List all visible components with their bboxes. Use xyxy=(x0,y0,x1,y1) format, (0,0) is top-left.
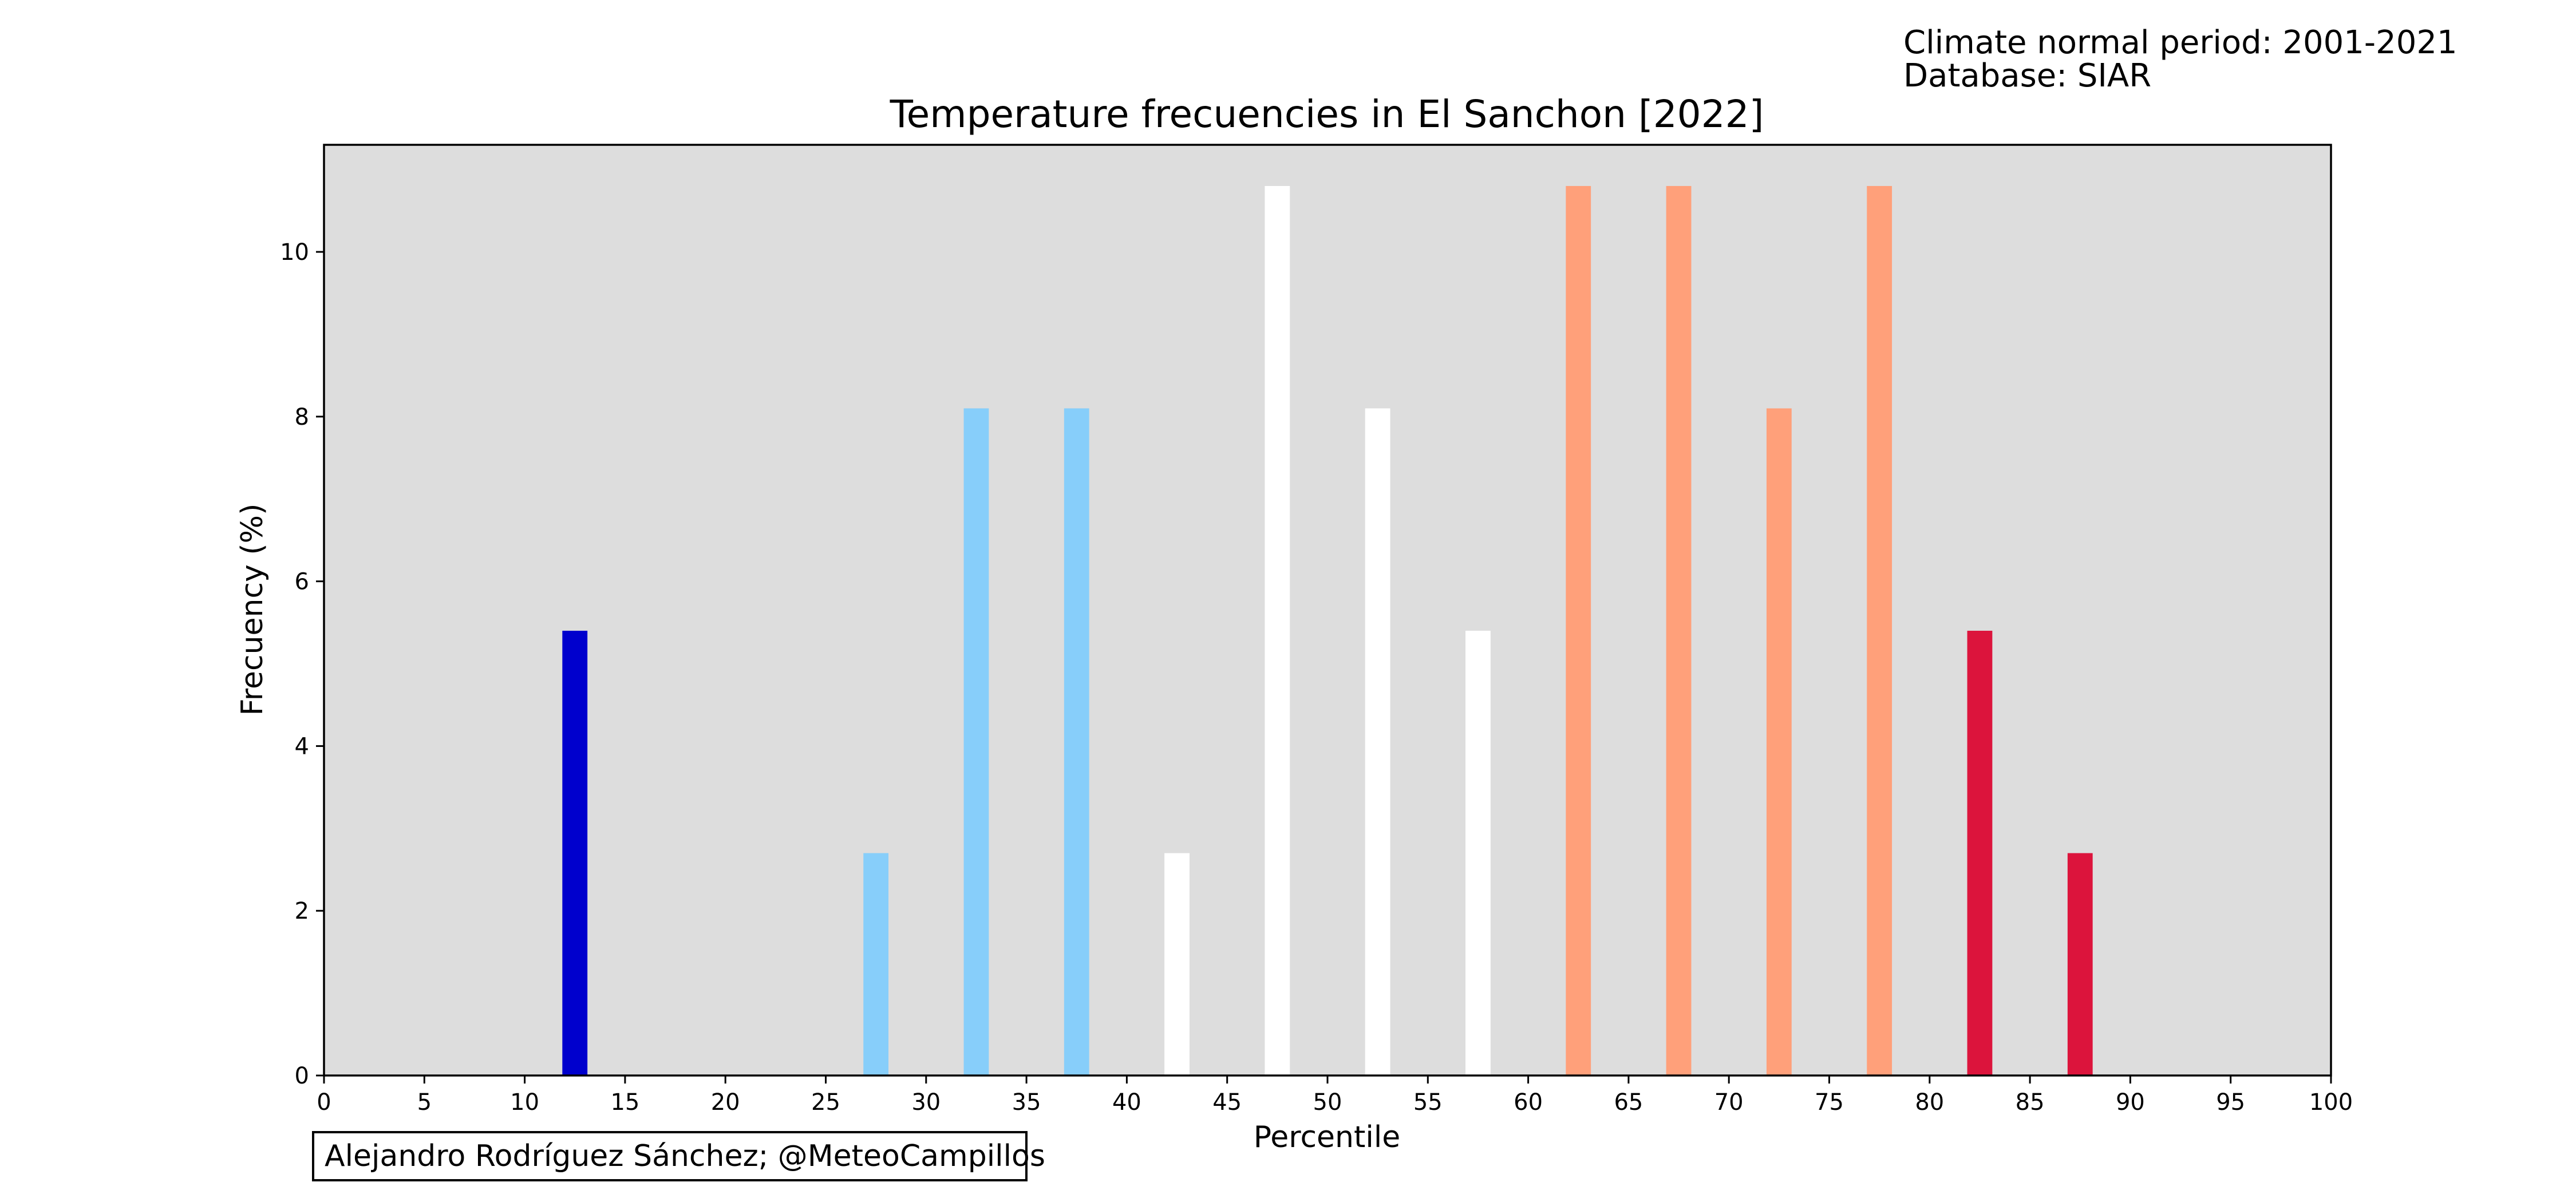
x-tick-label-19: 95 xyxy=(2216,1089,2245,1116)
x-tick-label-15: 75 xyxy=(1815,1089,1844,1116)
bar-12 xyxy=(1967,630,1993,1076)
bar-4 xyxy=(1164,853,1190,1076)
x-tick-label-7: 35 xyxy=(1012,1089,1041,1116)
bar-1 xyxy=(863,853,889,1076)
y-tick-label-0: 0 xyxy=(295,1063,309,1089)
bar-5 xyxy=(1265,185,1290,1076)
bar-0 xyxy=(562,630,588,1076)
x-tick-label-9: 45 xyxy=(1212,1089,1242,1116)
x-tick-label-2: 10 xyxy=(510,1089,539,1116)
bar-9 xyxy=(1666,185,1692,1076)
x-tick-label-14: 70 xyxy=(1714,1089,1744,1116)
bar-10 xyxy=(1766,408,1792,1076)
y-ticks: 0 2 4 6 8 10 xyxy=(280,239,324,1089)
bar-8 xyxy=(1566,185,1591,1076)
chart-title: Temperature frecuencies in El Sanchon [2… xyxy=(890,92,1764,136)
x-tick-label-17: 85 xyxy=(2016,1089,2045,1116)
bar-7 xyxy=(1465,630,1491,1076)
x-ticks: 0 5 10 15 20 25 30 35 40 45 50 55 60 65 70 75 80 85 90 95 10… xyxy=(317,1076,2353,1116)
x-tick-label-0: 0 xyxy=(317,1089,331,1116)
x-tick-label-16: 80 xyxy=(1915,1089,1944,1116)
y-tick-label-2: 4 xyxy=(295,733,309,760)
x-tick-label-1: 5 xyxy=(417,1089,432,1116)
author-credit: Alejandro Rodríguez Sánchez; @MeteoCampi… xyxy=(312,1131,1045,1181)
bar-11 xyxy=(1867,185,1893,1076)
x-tick-label-12: 60 xyxy=(1514,1089,1543,1116)
database-label: Database: SIAR xyxy=(1903,57,2152,94)
x-tick-label-18: 90 xyxy=(2116,1089,2145,1116)
climate-normal-period: Climate normal period: 2001-2021 xyxy=(1903,24,2458,61)
y-axis-label: Frecuency (%) xyxy=(235,504,270,716)
y-tick-label-4: 8 xyxy=(295,404,309,430)
x-tick-label-10: 50 xyxy=(1313,1089,1342,1116)
x-tick-label-8: 40 xyxy=(1112,1089,1141,1116)
x-tick-label-13: 65 xyxy=(1614,1089,1643,1116)
x-tick-label-11: 55 xyxy=(1413,1089,1443,1116)
bar-13 xyxy=(2067,853,2093,1076)
bar-2 xyxy=(963,408,989,1076)
x-tick-label-3: 15 xyxy=(610,1089,639,1116)
bars-layer xyxy=(562,185,2093,1076)
bar-3 xyxy=(1064,408,1089,1076)
x-tick-label-5: 25 xyxy=(811,1089,840,1116)
y-tick-label-3: 6 xyxy=(295,569,309,595)
plot-area xyxy=(324,145,2331,1076)
x-tick-label-20: 100 xyxy=(2309,1089,2353,1116)
x-tick-label-6: 30 xyxy=(911,1089,941,1116)
x-tick-label-4: 20 xyxy=(711,1089,740,1116)
bar-6 xyxy=(1365,408,1390,1076)
y-tick-label-1: 2 xyxy=(295,898,309,924)
x-axis-label: Percentile xyxy=(1254,1120,1401,1154)
y-tick-label-5: 10 xyxy=(280,239,309,266)
